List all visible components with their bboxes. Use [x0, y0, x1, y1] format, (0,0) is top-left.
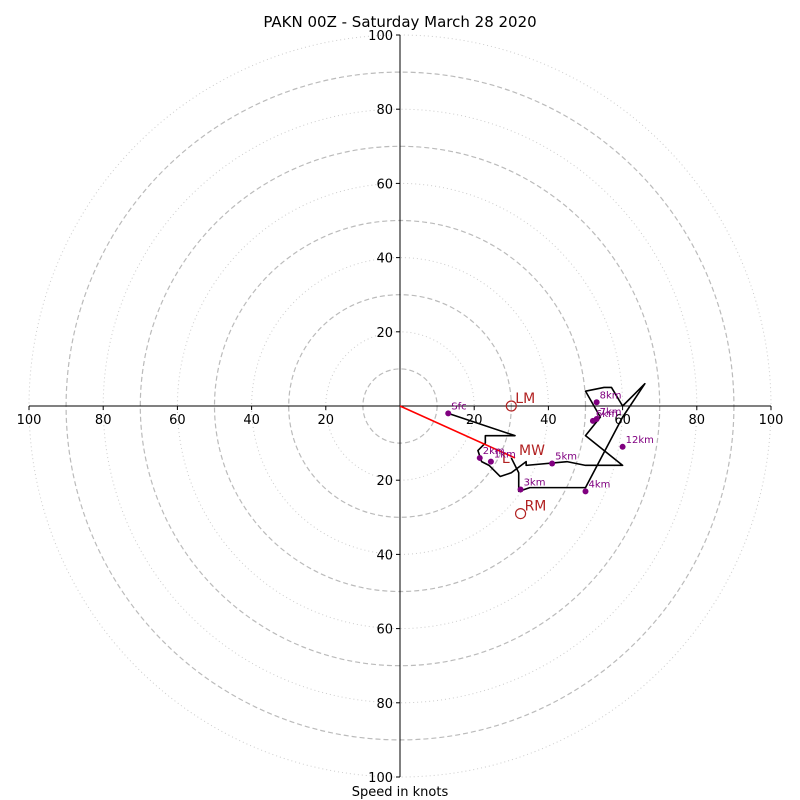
y-tick-label: 80: [376, 103, 393, 118]
storm-motion-marker: [514, 507, 527, 520]
height-label: 12km: [626, 435, 654, 446]
height-marker: [593, 399, 600, 406]
storm-motion-markers: LM RM MW: [505, 391, 547, 520]
y-tick-label: 40: [376, 548, 393, 563]
y-tick-label: 20: [376, 474, 393, 489]
shear-vector-line: [399, 405, 516, 459]
height-marker: [487, 458, 494, 465]
y-tick-label: 80: [376, 697, 393, 712]
height-label: Sfc: [451, 401, 466, 412]
y-tick-label: 100: [368, 771, 393, 786]
y-tick-label: 60: [376, 623, 393, 638]
x-tick-label: 80: [95, 413, 112, 428]
x-tick-label: 40: [540, 413, 557, 428]
height-label: 1km: [494, 450, 516, 461]
storm-motion-marker: [505, 400, 517, 412]
height-label: 4km: [589, 479, 611, 490]
shear-end-label: L: [502, 451, 510, 467]
tick-labels: 100 80 60 40 20 20 40 60 80 100100806040202040608…: [17, 29, 784, 786]
storm-motion-label: MW: [519, 443, 545, 459]
x-axis-label: Speed in knots: [352, 785, 449, 800]
x-tick-label: 100: [759, 413, 784, 428]
x-tick-label: 40: [243, 413, 260, 428]
height-marker: [476, 454, 483, 461]
chart-title: PAKN 00Z - Saturday March 28 2020: [263, 13, 536, 31]
height-label: 3km: [524, 477, 546, 488]
storm-motion-label: RM: [525, 499, 547, 515]
y-tick-label: 100: [368, 29, 393, 44]
height-marker: [582, 488, 589, 495]
hodograph-trace: [447, 382, 646, 493]
height-marker: [619, 443, 626, 450]
x-tick-label: 100: [17, 413, 42, 428]
y-tick-label: 20: [376, 326, 393, 341]
height-label: 5km: [555, 452, 577, 463]
height-label: 2km: [483, 446, 505, 457]
height-marker: [549, 460, 556, 467]
x-tick-label: 20: [318, 413, 335, 428]
y-tick-label: 40: [376, 252, 393, 267]
height-marker: [445, 410, 452, 417]
x-tick-label: 80: [689, 413, 706, 428]
height-label: 6km: [596, 409, 618, 420]
height-label: 7km: [600, 407, 622, 418]
hodograph-series: L: [399, 382, 646, 493]
storm-motion-label: LM: [515, 391, 535, 407]
height-marker: [517, 486, 524, 493]
y-tick-label: 60: [376, 177, 393, 192]
x-tick-label: 60: [169, 413, 186, 428]
height-label: 8km: [600, 390, 622, 401]
height-marker: [593, 415, 600, 422]
